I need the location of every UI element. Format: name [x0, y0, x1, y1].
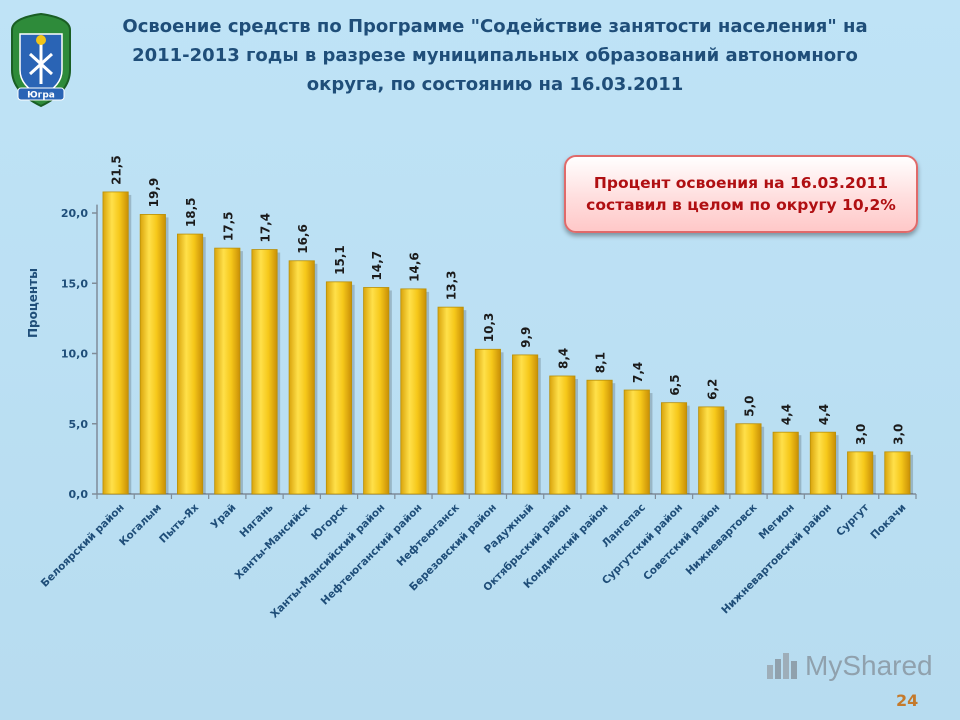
bar-value-label: 16,6 — [296, 224, 310, 254]
bar-value-label: 6,2 — [705, 379, 719, 400]
y-tick-label: 10,0 — [61, 348, 88, 361]
bar-value-label: 9,9 — [519, 327, 533, 348]
y-tick-label: 20,0 — [61, 207, 88, 220]
bar-value-label: 14,6 — [407, 252, 421, 282]
x-category-label: Белоярский район — [39, 502, 127, 590]
bar-value-label: 10,3 — [482, 313, 496, 343]
x-category-label: Урай — [209, 502, 239, 532]
slide-title-line: Освоение средств по Программе "Содействи… — [122, 16, 868, 37]
callout-line: составил в целом по округу 10,2% — [586, 196, 896, 214]
bar — [698, 406, 725, 495]
bar — [102, 191, 129, 495]
bar — [325, 281, 353, 495]
bar-value-label: 13,3 — [445, 271, 459, 301]
bar-value-label: 5,0 — [742, 395, 756, 416]
bar-value-label: 14,7 — [370, 251, 384, 281]
bar — [400, 288, 427, 495]
x-category-label: Нижневартовск — [684, 502, 760, 578]
bar-value-label: 4,4 — [780, 404, 794, 425]
bar — [474, 348, 501, 495]
bar-value-label: 19,9 — [147, 178, 161, 208]
watermark-logo-icon — [765, 651, 799, 681]
y-tick-label: 5,0 — [69, 418, 89, 431]
bar — [177, 233, 204, 495]
bar — [623, 389, 650, 495]
y-tick-label: 15,0 — [61, 277, 88, 290]
x-category-label: Пыть-Ях — [157, 501, 201, 545]
x-category-label: Покачи — [868, 502, 908, 542]
bar-value-label: 8,1 — [594, 352, 608, 373]
watermark-text: MyShared — [805, 650, 933, 681]
bar-value-label: 6,5 — [668, 374, 682, 395]
bar — [735, 423, 762, 495]
slide-title-line: 2011-2013 годы в разрезе муниципальных о… — [132, 45, 858, 66]
bar — [251, 249, 278, 495]
y-tick-label: 0,0 — [69, 488, 89, 501]
bar-value-label: 7,4 — [631, 362, 645, 383]
bar — [437, 306, 464, 495]
bar-value-label: 17,4 — [259, 213, 273, 243]
bar-value-label: 17,5 — [221, 212, 235, 242]
bar — [772, 431, 799, 495]
bar — [660, 402, 688, 495]
bar-value-label: 15,1 — [333, 245, 347, 275]
emblem-logo: Югра — [6, 10, 76, 110]
watermark: MyShared — [765, 650, 933, 682]
x-category-label: Нягань — [237, 501, 275, 539]
bar — [586, 379, 613, 495]
bar — [809, 431, 836, 495]
bar-value-label: 8,4 — [556, 348, 570, 369]
bar-value-label: 3,0 — [891, 424, 905, 445]
slide-title: Освоение средств по Программе "Содействи… — [100, 12, 890, 99]
bar — [512, 354, 539, 495]
bar — [847, 451, 874, 495]
bar — [139, 214, 166, 495]
bar — [214, 247, 241, 495]
bar-value-label: 3,0 — [854, 424, 868, 445]
bar — [549, 375, 576, 495]
y-axis-title: Проценты — [26, 268, 40, 338]
summary-callout: Процент освоения на 16.03.2011 составил … — [564, 155, 918, 233]
callout-line: Процент освоения на 16.03.2011 — [593, 174, 889, 192]
x-category-label: Сургут — [834, 501, 872, 539]
bar — [363, 287, 390, 495]
bar-value-label: 21,5 — [110, 155, 124, 185]
emblem-text: Югра — [27, 91, 55, 101]
x-category-label: Ханты-Мансийск — [233, 502, 313, 582]
bar — [288, 260, 315, 495]
bar-value-label: 4,4 — [817, 404, 831, 425]
slide-title-line: округа, по состоянию на 16.03.2011 — [306, 74, 684, 95]
bar — [884, 451, 911, 495]
bar-value-label: 18,5 — [184, 197, 198, 227]
page-number: 24 — [896, 691, 919, 710]
